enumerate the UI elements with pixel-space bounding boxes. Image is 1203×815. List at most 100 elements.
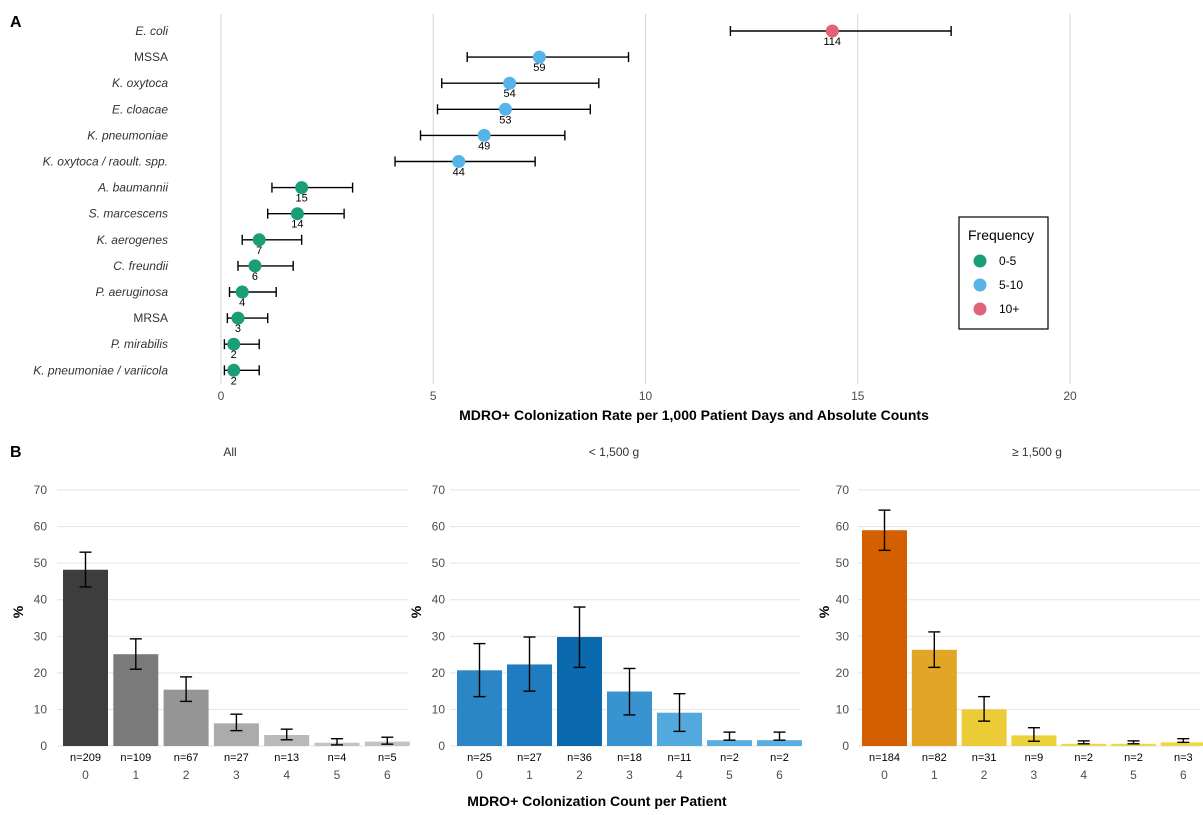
count-label: 3 <box>235 323 241 335</box>
panel-a-forest-plot: 0 5 10 15 20 E. coli 114 MSSA 59 K. oxytoca 54 E. c… <box>33 14 1077 403</box>
x-tick-label: 6 <box>384 768 391 782</box>
y-tick-label: 70 <box>34 483 48 497</box>
x-tick-label: 1 <box>132 768 139 782</box>
legend-marker-10-plus <box>973 302 987 316</box>
legend-label-5-10: 5-10 <box>999 278 1023 292</box>
y-tick-label: 40 <box>432 593 446 607</box>
y-tick-label: A. baumannii <box>97 181 168 195</box>
count-label: 54 <box>504 88 516 100</box>
y-tick-label: 60 <box>432 520 446 534</box>
y-tick-label: 0 <box>842 739 849 753</box>
n-label: n=82 <box>922 752 947 764</box>
y-tick-label: MRSA <box>133 311 168 325</box>
panel-label-b: B <box>10 444 22 461</box>
x-tick-label: 6 <box>776 768 783 782</box>
x-tick-label: 5 <box>430 389 437 403</box>
y-tick-label: 10 <box>836 702 850 716</box>
y-axis-label: % <box>408 605 424 618</box>
y-tick-label: K. aerogenes <box>97 233 168 247</box>
y-tick-label: K. pneumoniae <box>87 128 168 142</box>
y-tick-label: 50 <box>432 556 446 570</box>
x-tick-label: 5 <box>1130 768 1137 782</box>
n-label: n=184 <box>869 752 900 764</box>
y-tick-label: 60 <box>34 520 48 534</box>
x-tick-label: 6 <box>1180 768 1187 782</box>
n-label: n=36 <box>567 752 592 764</box>
n-label: n=25 <box>467 752 492 764</box>
x-tick-label: 2 <box>183 768 190 782</box>
count-label: 2 <box>231 375 237 387</box>
legend-marker-0-5 <box>973 254 987 268</box>
panel-label-a: A <box>10 14 22 31</box>
legend-label-0-5: 0-5 <box>999 254 1017 268</box>
count-label: 44 <box>453 167 465 179</box>
legend-title: Frequency <box>968 227 1034 243</box>
n-label: n=27 <box>224 752 249 764</box>
x-tick-label: 2 <box>576 768 583 782</box>
x-tick-label: 15 <box>851 389 865 403</box>
x-tick-label: 0 <box>82 768 89 782</box>
n-label: n=2 <box>1074 752 1093 764</box>
bar <box>213 723 259 746</box>
x-tick-label: 1 <box>931 768 938 782</box>
n-label: n=4 <box>328 752 347 764</box>
x-tick-label: 3 <box>233 768 240 782</box>
n-label: n=9 <box>1025 752 1044 764</box>
panel-b-bar-charts: All010203040506070%n=2090n=1091n=672n=27… <box>10 445 1203 782</box>
y-tick-label: 20 <box>836 666 850 680</box>
data-point <box>231 311 245 325</box>
y-axis-label: % <box>816 605 832 618</box>
y-tick-label: K. pneumoniae / variicola <box>33 363 168 377</box>
n-label: n=5 <box>378 752 397 764</box>
x-tick-label: 4 <box>1080 768 1087 782</box>
y-tick-label: 50 <box>34 556 48 570</box>
bar <box>264 735 310 746</box>
bar <box>757 740 802 746</box>
count-label: 4 <box>239 297 245 309</box>
y-tick-label: 10 <box>432 702 446 716</box>
x-tick-label: 5 <box>726 768 733 782</box>
count-label: 7 <box>256 245 262 257</box>
bar <box>862 530 907 746</box>
data-point <box>503 76 517 90</box>
x-tick-label: 0 <box>476 768 483 782</box>
y-tick-label: 40 <box>34 593 48 607</box>
data-point <box>825 24 839 38</box>
count-label: 2 <box>231 349 237 361</box>
y-tick-label: 30 <box>836 629 850 643</box>
y-tick-label: 10 <box>34 702 48 716</box>
data-point <box>290 207 304 221</box>
legend-marker-5-10 <box>973 278 987 292</box>
n-label: n=67 <box>174 752 199 764</box>
n-label: n=2 <box>770 752 789 764</box>
legend-label-10-plus: 10+ <box>999 302 1019 316</box>
y-tick-label: 50 <box>836 556 850 570</box>
n-label: n=13 <box>274 752 299 764</box>
y-tick-label: C. freundii <box>113 259 168 273</box>
x-tick-label: 10 <box>639 389 653 403</box>
bar <box>707 740 752 746</box>
facet-title: All <box>223 445 236 459</box>
x-tick-label: 4 <box>283 768 290 782</box>
x-tick-label: 0 <box>881 768 888 782</box>
bar <box>63 569 108 746</box>
count-label: 14 <box>291 219 303 231</box>
bar <box>1160 742 1203 746</box>
y-tick-label: E. cloacae <box>112 102 168 116</box>
y-tick-label: 30 <box>432 629 446 643</box>
y-axis-label: % <box>10 605 26 618</box>
y-tick-label: 40 <box>836 593 850 607</box>
y-tick-label: 70 <box>432 483 446 497</box>
count-label: 6 <box>252 271 258 283</box>
data-point <box>235 285 249 299</box>
n-label: n=209 <box>70 752 101 764</box>
panel-a-legend: Frequency 0-5 5-10 10+ <box>958 216 1049 330</box>
count-label: 53 <box>499 114 511 126</box>
bar <box>1111 743 1156 746</box>
n-label: n=2 <box>720 752 739 764</box>
x-tick-label: 1 <box>526 768 533 782</box>
data-point <box>452 155 466 168</box>
x-tick-label: 3 <box>626 768 633 782</box>
n-label: n=2 <box>1124 752 1143 764</box>
count-label: 49 <box>478 140 490 152</box>
